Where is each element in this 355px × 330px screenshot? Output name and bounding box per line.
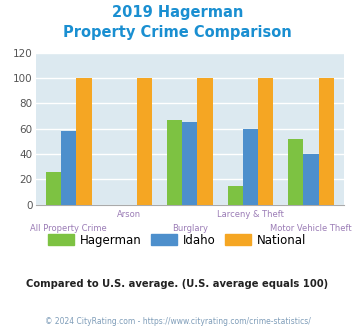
Text: 2019 Hagerman: 2019 Hagerman [112, 5, 243, 20]
Bar [46, 172, 61, 205]
Text: Motor Vehicle Theft: Motor Vehicle Theft [270, 224, 352, 233]
Text: Burglary: Burglary [172, 224, 208, 233]
Bar [243, 129, 258, 205]
Text: © 2024 CityRating.com - https://www.cityrating.com/crime-statistics/: © 2024 CityRating.com - https://www.city… [45, 317, 310, 326]
Text: Arson: Arson [117, 210, 141, 219]
Bar [258, 78, 273, 205]
Bar [182, 122, 197, 205]
Bar [228, 185, 243, 205]
Bar [76, 78, 92, 205]
Bar [137, 78, 152, 205]
Text: Compared to U.S. average. (U.S. average equals 100): Compared to U.S. average. (U.S. average … [26, 279, 329, 289]
Bar [197, 78, 213, 205]
Legend: Hagerman, Idaho, National: Hagerman, Idaho, National [44, 229, 311, 251]
Text: All Property Crime: All Property Crime [31, 224, 107, 233]
Bar [167, 120, 182, 205]
Bar [319, 78, 334, 205]
Bar [288, 139, 304, 205]
Bar [304, 154, 319, 205]
Text: Property Crime Comparison: Property Crime Comparison [63, 25, 292, 40]
Text: Larceny & Theft: Larceny & Theft [217, 210, 284, 219]
Bar [61, 131, 76, 205]
